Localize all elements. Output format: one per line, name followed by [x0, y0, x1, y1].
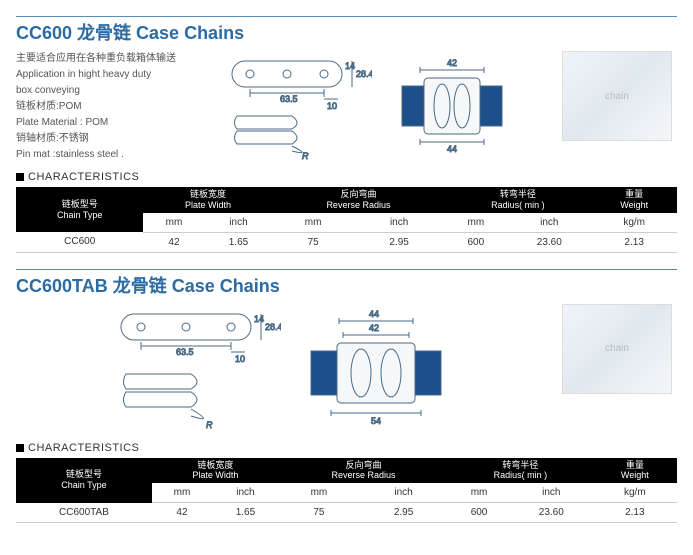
desc-line: 销轴材质:不锈钢	[16, 131, 176, 146]
unit-cell: kg/m	[593, 483, 677, 503]
cross-section-diagram: 42 44	[392, 56, 512, 156]
description-block: 主要适合应用在各种重负载箱体输送 Application in hight he…	[16, 51, 176, 163]
cell: 1.65	[204, 232, 272, 252]
col-chain-type: 链板型号Chain Type	[16, 187, 143, 232]
cell: 2.13	[591, 232, 677, 252]
unit-cell: inch	[507, 213, 591, 233]
link-side-diagram: 63.5 10 28.4 14 R	[222, 51, 372, 161]
table-header-row: 链板型号Chain Type 链板宽度Plate Width 反向弯曲Rever…	[16, 458, 677, 484]
title-bar: CC600TAB 龙骨链 Case Chains	[16, 269, 677, 298]
characteristics-header: CHARACTERISTICS	[16, 171, 677, 183]
col-weight: 重量Weight	[593, 458, 677, 484]
spec-table: 链板型号Chain Type 链板宽度Plate Width 反向弯曲Rever…	[16, 458, 677, 524]
link-side-diagram: 63.5 10 28.4 14 R	[111, 304, 281, 434]
bullet-icon	[16, 444, 24, 452]
cell: 75	[272, 232, 353, 252]
svg-text:R: R	[302, 151, 309, 161]
svg-text:42: 42	[369, 323, 379, 333]
col-radius-min: 转弯半径Radius( min )	[444, 187, 591, 213]
desc-line: box conveying	[16, 83, 176, 98]
svg-text:28.4: 28.4	[265, 322, 281, 332]
cell: 23.60	[507, 232, 591, 252]
cell: 75	[279, 503, 359, 523]
spec-table: 链板型号Chain Type 链板宽度Plate Width 反向弯曲Rever…	[16, 187, 677, 253]
cell: 600	[448, 503, 510, 523]
svg-text:63.5: 63.5	[176, 347, 194, 357]
cell: 1.65	[212, 503, 279, 523]
unit-cell: mm	[152, 483, 212, 503]
unit-cell: inch	[212, 483, 279, 503]
section-cc600tab: CC600TAB 龙骨链 Case Chains 63.5 10 28.4 14	[16, 269, 677, 524]
desc-line: Pin mat :stainless steel .	[16, 147, 176, 162]
diagram-block: 63.5 10 28.4 14 R 44 42	[16, 304, 545, 434]
table-row: CC600TAB 42 1.65 75 2.95 600 23.60 2.13	[16, 503, 677, 523]
desc-line: 链板材质:POM	[16, 99, 176, 114]
col-radius-min: 转弯半径Radius( min )	[448, 458, 593, 484]
col-plate-width: 链板宽度Plate Width	[143, 187, 272, 213]
unit-cell: inch	[510, 483, 593, 503]
title-bar: CC600 龙骨链 Case Chains	[16, 16, 677, 45]
table-row: CC600 42 1.65 75 2.95 600 23.60 2.13	[16, 232, 677, 252]
characteristics-header: CHARACTERISTICS	[16, 442, 677, 454]
photo-block: chain	[557, 51, 677, 141]
cell-type: CC600TAB	[16, 503, 152, 523]
cell: 42	[152, 503, 212, 523]
section-title: CC600TAB 龙骨链 Case Chains	[16, 272, 677, 298]
bullet-icon	[16, 173, 24, 181]
svg-text:44: 44	[447, 144, 457, 154]
svg-text:63.5: 63.5	[280, 94, 298, 104]
unit-cell: kg/m	[591, 213, 677, 233]
section-cc600: CC600 龙骨链 Case Chains 主要适合应用在各种重负载箱体输送 A…	[16, 16, 677, 253]
cell-type: CC600	[16, 232, 143, 252]
svg-text:28.4: 28.4	[356, 69, 372, 79]
product-photo: chain	[562, 51, 672, 141]
photo-block: chain	[557, 304, 677, 394]
svg-text:44: 44	[369, 309, 379, 319]
unit-cell: mm	[272, 213, 353, 233]
unit-cell: mm	[448, 483, 510, 503]
unit-cell: mm	[143, 213, 204, 233]
col-weight: 重量Weight	[591, 187, 677, 213]
table-header-row: 链板型号Chain Type 链板宽度Plate Width 反向弯曲Rever…	[16, 187, 677, 213]
cell: 23.60	[510, 503, 593, 523]
svg-text:14: 14	[345, 61, 355, 71]
unit-cell: inch	[204, 213, 272, 233]
cell: 2.95	[359, 503, 448, 523]
cross-section-diagram: 44 42 54	[301, 309, 451, 429]
desc-line: Plate Material : POM	[16, 115, 176, 130]
cell: 2.95	[354, 232, 445, 252]
characteristics-label: CHARACTERISTICS	[28, 442, 139, 454]
top-row: 63.5 10 28.4 14 R 44 42	[16, 304, 677, 434]
unit-cell: mm	[279, 483, 359, 503]
svg-text:10: 10	[235, 354, 245, 364]
characteristics-label: CHARACTERISTICS	[28, 171, 139, 183]
cell: 2.13	[593, 503, 677, 523]
col-reverse-radius: 反向弯曲Reverse Radius	[279, 458, 448, 484]
cell: 600	[444, 232, 507, 252]
unit-cell: inch	[359, 483, 448, 503]
svg-text:14: 14	[254, 314, 264, 324]
col-reverse-radius: 反向弯曲Reverse Radius	[272, 187, 444, 213]
desc-line: 主要适合应用在各种重负载箱体输送	[16, 51, 176, 66]
unit-cell: inch	[354, 213, 445, 233]
col-chain-type: 链板型号Chain Type	[16, 458, 152, 503]
section-title: CC600 龙骨链 Case Chains	[16, 19, 677, 45]
unit-cell: mm	[444, 213, 507, 233]
col-plate-width: 链板宽度Plate Width	[152, 458, 279, 484]
svg-text:42: 42	[447, 58, 457, 68]
svg-text:R: R	[206, 420, 213, 430]
product-photo: chain	[562, 304, 672, 394]
svg-text:54: 54	[371, 416, 381, 426]
desc-line: Application in hight heavy duty	[16, 67, 176, 82]
diagram-block: 63.5 10 28.4 14 R 42	[188, 51, 545, 161]
top-row: 主要适合应用在各种重负载箱体输送 Application in hight he…	[16, 51, 677, 163]
cell: 42	[143, 232, 204, 252]
svg-text:10: 10	[327, 101, 337, 111]
